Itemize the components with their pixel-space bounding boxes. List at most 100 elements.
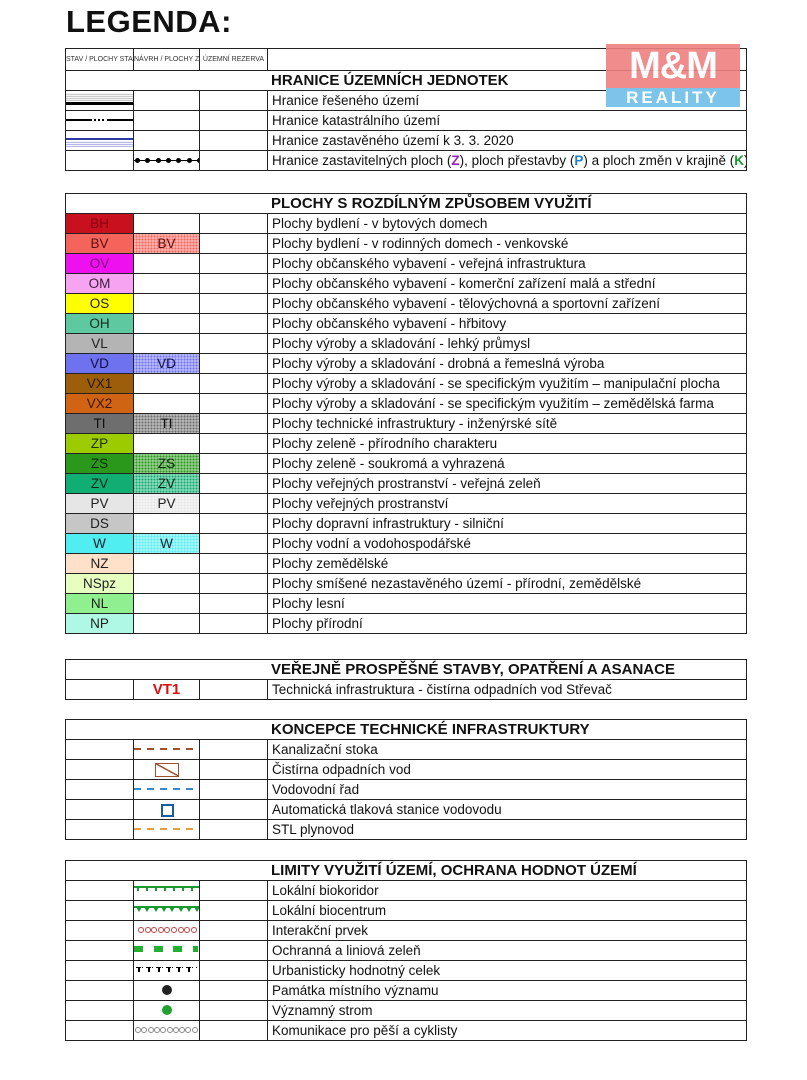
rezerva-cell [199, 253, 268, 274]
area-code-swatch: OS [65, 293, 134, 314]
rezerva-cell [199, 759, 268, 780]
navrh-cell [133, 980, 200, 1001]
rezerva-cell [199, 273, 268, 294]
black-dot-icon [135, 982, 199, 1000]
legend-row: Hranice katastrálního území [65, 110, 747, 131]
legend-row: Čistírna odpadních vod [65, 759, 747, 780]
legend-description: Plochy technické infrastruktury - inžený… [266, 413, 748, 434]
rezerva-cell [199, 779, 268, 800]
legend-row: ZV ZV Plochy veřejných prostranství - veře… [65, 473, 748, 494]
stav-cell [65, 940, 134, 961]
green-dot-icon [135, 1002, 199, 1020]
legend-row: OH Plochy občanského vybavení - hřbitovy [65, 313, 748, 334]
rezerva-cell [199, 433, 268, 454]
blue-boundary-line-icon [66, 132, 133, 150]
rezerva-cell [199, 593, 268, 614]
description-text: ) [744, 153, 746, 168]
rezerva-cell [199, 980, 268, 1001]
section-title-row: VEŘEJNĚ PROSPĚŠNÉ STAVBY, OPATŘENÍ A ASA… [64, 659, 748, 680]
area-code-swatch: W [65, 533, 134, 554]
area-code-swatch: VX2 [65, 393, 134, 414]
column-header: STAV / PLOCHY STABILIZOVANÉ [65, 48, 134, 71]
area-code-swatch-proposed: TI [133, 413, 200, 434]
area-code-swatch-proposed: ZS [133, 453, 200, 474]
navrh-cell [133, 573, 200, 594]
rezerva-cell [199, 940, 268, 961]
navrh-cell [133, 613, 200, 634]
legend-description: Hranice zastavitelných ploch (Z), ploch … [267, 150, 747, 171]
legend-description: Památka místního významu [266, 980, 748, 1001]
rezerva-cell [199, 373, 268, 394]
stav-cell [65, 130, 134, 151]
section-title-row: LIMITY VYUŽITÍ ÚZEMÍ, OCHRANA HODNOT ÚZE… [64, 860, 748, 881]
section-title: KONCEPCE TECHNICKÉ INFRASTRUKTURY [65, 719, 747, 740]
wastewater-plant-icon [135, 761, 199, 779]
stav-cell [65, 920, 134, 941]
navrh-cell [133, 253, 200, 274]
legend-row: BV BV Plochy bydlení - v rodinných domech … [65, 233, 748, 254]
rezerva-cell [199, 130, 268, 151]
navrh-cell [133, 920, 200, 941]
section-title-row: KONCEPCE TECHNICKÉ INFRASTRUKTURY [65, 719, 747, 740]
rezerva-cell [199, 920, 268, 941]
area-code-swatch-proposed: ZV [133, 473, 200, 494]
stav-cell [65, 90, 134, 111]
navrh-cell [133, 593, 200, 614]
green-block-dashes-icon [134, 942, 199, 960]
section-title: LIMITY VYUŽITÍ ÚZEMÍ, OCHRANA HODNOT ÚZE… [64, 860, 748, 881]
stav-cell [65, 739, 134, 760]
rezerva-cell [199, 1000, 268, 1021]
rezerva-cell [199, 233, 268, 254]
rezerva-cell [199, 353, 268, 374]
stav-cell [65, 880, 134, 901]
rezerva-cell [199, 819, 268, 840]
navrh-cell [133, 513, 200, 534]
legend-row: Ochranná a liniová zeleň [65, 940, 748, 961]
rezerva-cell [199, 960, 268, 981]
legend-description: Plochy veřejných prostranství - veřejná … [266, 473, 748, 494]
legend-row: VL Plochy výroby a skladování - lehký prů… [65, 333, 748, 354]
area-code-swatch: NP [65, 613, 134, 634]
area-code-swatch-proposed: W [133, 533, 200, 554]
area-code-swatch: NSpz [65, 573, 134, 594]
rezerva-cell [199, 493, 268, 514]
legend-row: W W Plochy vodní a vodohospodářské [65, 533, 748, 554]
navrh-cell [133, 110, 200, 131]
legend-row: Automatická tlaková stanice vodovodu [65, 799, 747, 820]
legend-description: Plochy zeleně - přírodního charakteru [266, 433, 748, 454]
navrh-cell [133, 1020, 200, 1041]
legend-description: Čistírna odpadních vod [267, 759, 747, 780]
stav-cell [65, 960, 134, 981]
area-code-swatch-proposed: PV [133, 493, 200, 514]
area-code-swatch: OH [65, 313, 134, 334]
area-code-swatch: BV [65, 233, 134, 254]
brown-dashed-line-icon [134, 741, 199, 759]
legend-row: NL Plochy lesní [65, 593, 748, 614]
area-code-swatch: VL [65, 333, 134, 354]
area-code-swatch-proposed: BV [133, 233, 200, 254]
navrh-cell [133, 90, 200, 111]
legend-description: Plochy bydlení - v bytových domech [266, 213, 748, 234]
legend-row: OM Plochy občanského vybavení - komerční … [65, 273, 748, 294]
legend-description: STL plynovod [267, 819, 747, 840]
navrh-cell [133, 373, 200, 394]
stav-cell [65, 779, 134, 800]
legend-row: OV Plochy občanského vybavení - veřejná i… [65, 253, 748, 274]
legend-row: Hranice zastavěného území k 3. 3. 2020 [65, 130, 747, 151]
navrh-cell [133, 433, 200, 454]
dash-dot-line-icon [66, 112, 133, 130]
grey-circle-chain-icon [135, 1022, 199, 1040]
area-code-swatch: ZP [65, 433, 134, 454]
legend-description: Plochy výroby a skladování - lehký průmy… [266, 333, 748, 354]
navrh-cell [133, 739, 200, 760]
rezerva-cell [199, 413, 268, 434]
stav-cell [65, 819, 134, 840]
legend-description: Interakční prvek [266, 920, 748, 941]
rezerva-cell [199, 293, 268, 314]
rezerva-cell [199, 90, 268, 111]
legend-description: Plochy veřejných prostranství [266, 493, 748, 514]
rezerva-cell [199, 533, 268, 554]
legend-row: Lokální biokoridor [65, 880, 748, 901]
rezerva-cell [199, 900, 268, 921]
legend-row: Památka místního významu [65, 980, 748, 1001]
